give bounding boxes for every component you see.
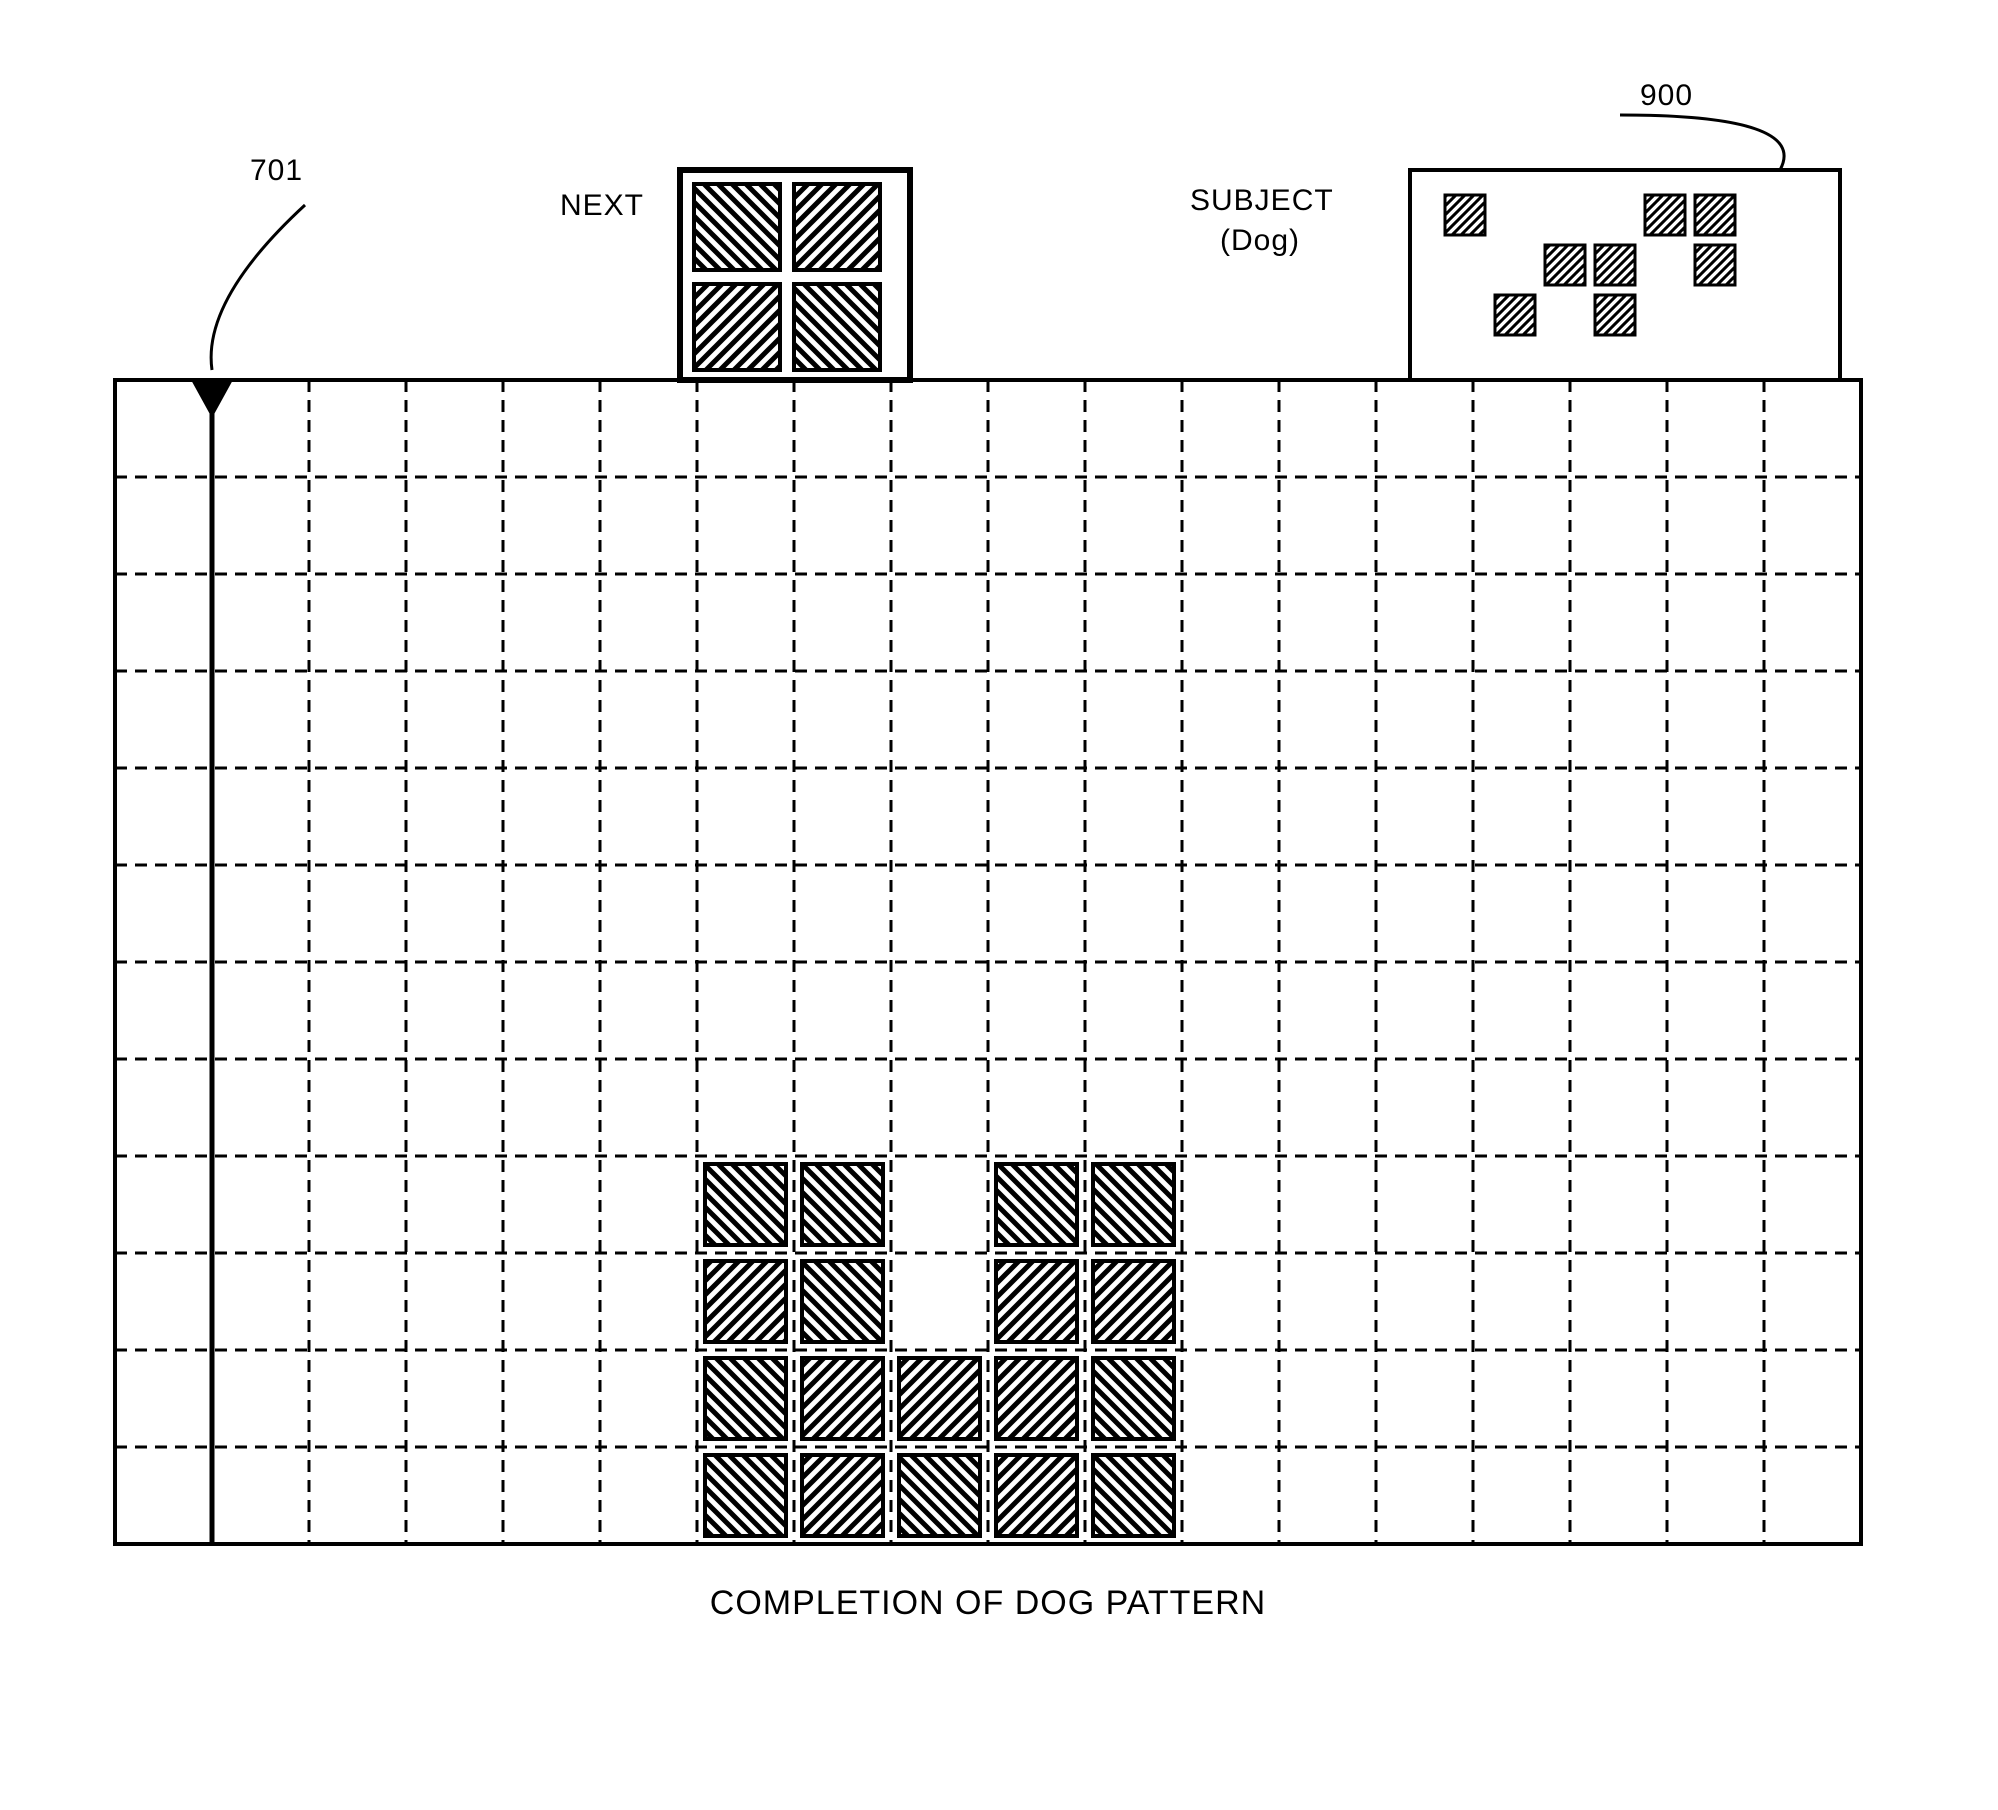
subject-cell xyxy=(1645,195,1685,235)
leader-900 xyxy=(1620,115,1784,170)
next-cell xyxy=(794,184,880,270)
next-label: NEXT xyxy=(560,189,644,222)
play-block xyxy=(802,1164,883,1245)
marker-triangle-icon xyxy=(190,378,234,418)
subject-cell xyxy=(1545,245,1585,285)
play-block xyxy=(705,1358,786,1439)
play-block xyxy=(996,1358,1077,1439)
subject-label-1: SUBJECT xyxy=(1190,184,1334,217)
play-block xyxy=(899,1455,980,1536)
subject-cell xyxy=(1495,295,1535,335)
ref-label-701: 701 xyxy=(250,154,303,187)
next-cell xyxy=(694,184,780,270)
play-block xyxy=(802,1358,883,1439)
play-block xyxy=(899,1358,980,1439)
subject-label-2: (Dog) xyxy=(1220,224,1300,257)
play-block xyxy=(1093,1358,1174,1439)
next-cell xyxy=(794,284,880,370)
subject-cell xyxy=(1695,245,1735,285)
caption: COMPLETION OF DOG PATTERN xyxy=(710,1584,1266,1622)
play-block xyxy=(996,1164,1077,1245)
play-block xyxy=(705,1164,786,1245)
play-block xyxy=(996,1455,1077,1536)
subject-cell xyxy=(1445,195,1485,235)
subject-cell xyxy=(1695,195,1735,235)
play-block xyxy=(705,1455,786,1536)
play-block xyxy=(1093,1261,1174,1342)
subject-cell xyxy=(1595,245,1635,285)
play-block xyxy=(802,1455,883,1536)
subject-cell xyxy=(1595,295,1635,335)
play-block xyxy=(705,1261,786,1342)
diagram-svg: 701 NEXT SUBJECT (Dog) 900 COMPLETION OF DOG … xyxy=(0,40,1998,1770)
play-block xyxy=(1093,1455,1174,1536)
figure-wrapper: 701 NEXT SUBJECT (Dog) 900 COMPLETION OF DOG … xyxy=(0,40,1998,1770)
ref-label-900: 900 xyxy=(1640,79,1693,112)
play-block xyxy=(996,1261,1077,1342)
play-block xyxy=(1093,1164,1174,1245)
next-cell xyxy=(694,284,780,370)
leader-701 xyxy=(211,205,305,370)
play-block xyxy=(802,1261,883,1342)
